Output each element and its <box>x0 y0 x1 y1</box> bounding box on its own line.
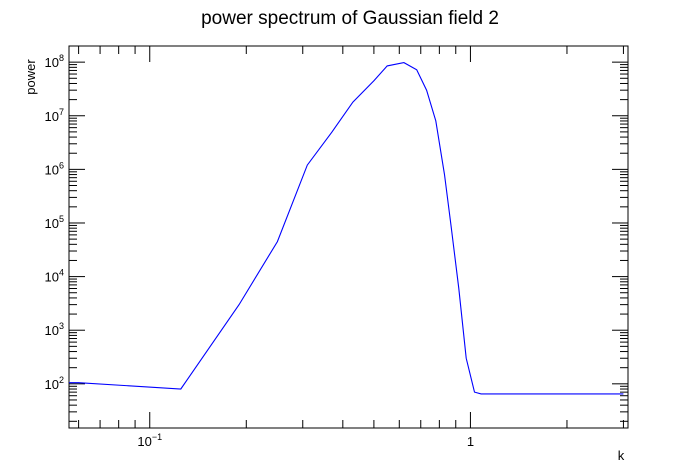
y-tick-label: 108 <box>45 53 64 70</box>
chart-title: power spectrum of Gaussian field 2 <box>201 8 499 29</box>
y-tick-label: 102 <box>45 375 64 392</box>
x-axis-label: k <box>618 448 625 463</box>
x-tick-label: 1 <box>467 434 474 449</box>
plot-frame <box>68 45 629 429</box>
y-minor-ticks <box>69 45 628 422</box>
y-tick-label: 106 <box>45 160 64 177</box>
y-tick-label: 103 <box>45 321 64 338</box>
x-tick-label: 10−1 <box>137 432 162 449</box>
y-major-ticks <box>69 61 628 385</box>
series-group <box>69 62 624 395</box>
x-minor-ticks <box>78 46 624 428</box>
x-major-ticks <box>149 46 471 428</box>
y-tick-labels: 102 103 104 105 106 107 108 <box>45 53 64 392</box>
x-tick-labels: 10−1 1 <box>137 432 474 449</box>
series-line <box>69 62 624 395</box>
y-tick-label: 107 <box>45 107 64 124</box>
y-tick-label: 104 <box>45 268 64 285</box>
y-axis-label: power <box>23 59 38 95</box>
y-tick-label: 105 <box>45 214 64 231</box>
